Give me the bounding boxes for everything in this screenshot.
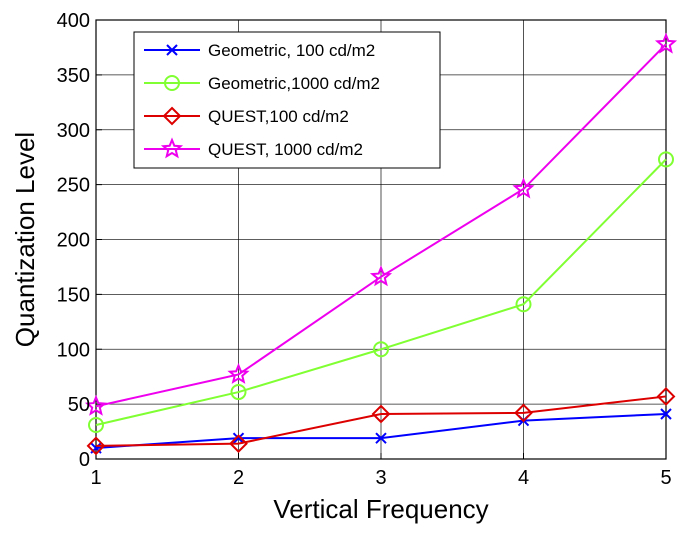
x-tick-label: 3 (375, 467, 386, 489)
x-tick-label: 4 (518, 467, 529, 489)
legend-marker (162, 106, 182, 126)
y-tick-label: 150 (57, 284, 90, 306)
legend-label: Geometric,1000 cd/m2 (208, 74, 380, 93)
y-tick-label: 200 (57, 230, 90, 252)
legend-marker (160, 137, 184, 159)
data-point (86, 436, 106, 456)
data-point (88, 416, 104, 433)
data-point (84, 394, 108, 416)
series-line (95, 43, 667, 408)
legend-label: QUEST,100 cd/m2 (208, 107, 349, 126)
legend-entry: QUEST,100 cd/m2 (144, 106, 349, 126)
legend-marker (166, 44, 178, 56)
data-point (369, 265, 393, 287)
y-axis-label: Quantization Level (10, 132, 40, 347)
data-point (514, 403, 533, 423)
x-tick-label: 1 (90, 467, 101, 489)
data-point (515, 296, 532, 313)
data-point (660, 408, 672, 420)
data-point (656, 387, 676, 406)
data-point (371, 404, 391, 424)
data-point (654, 32, 678, 54)
legend-label: QUEST, 1000 cd/m2 (208, 140, 363, 159)
y-tick-label: 0 (79, 449, 90, 471)
y-tick-label: 250 (57, 175, 90, 197)
series-line (95, 395, 667, 447)
data-point (227, 362, 250, 384)
series-3 (84, 32, 678, 416)
legend: Geometric, 100 cd/m2 Geometric,1000 cd/m2… (133, 31, 441, 169)
series-group (84, 32, 678, 456)
series-2 (86, 387, 676, 456)
data-point (373, 341, 389, 358)
y-tick-label: 100 (57, 339, 90, 361)
y-tick-label: 50 (68, 394, 90, 416)
data-point (230, 384, 247, 401)
legend-box (133, 31, 441, 169)
series-1 (88, 151, 674, 433)
data-point (229, 434, 248, 454)
legend-entry: Geometric, 100 cd/m2 (144, 41, 375, 60)
series-line (95, 158, 667, 426)
data-point (658, 151, 674, 168)
x-axis-label: Vertical Frequency (273, 494, 488, 524)
y-tick-label: 300 (57, 120, 90, 142)
x-tick-label: 2 (233, 467, 244, 489)
y-tick-label: 350 (57, 65, 90, 87)
legend-entry: QUEST, 1000 cd/m2 (144, 137, 363, 159)
y-tick-label: 400 (57, 10, 90, 32)
data-point (375, 432, 387, 444)
legend-entry: Geometric,1000 cd/m2 (144, 74, 380, 93)
data-point (232, 432, 245, 444)
legend-label: Geometric, 100 cd/m2 (208, 41, 375, 60)
legend-marker (164, 75, 180, 91)
x-tick-label: 5 (660, 467, 671, 489)
data-point (512, 177, 535, 199)
